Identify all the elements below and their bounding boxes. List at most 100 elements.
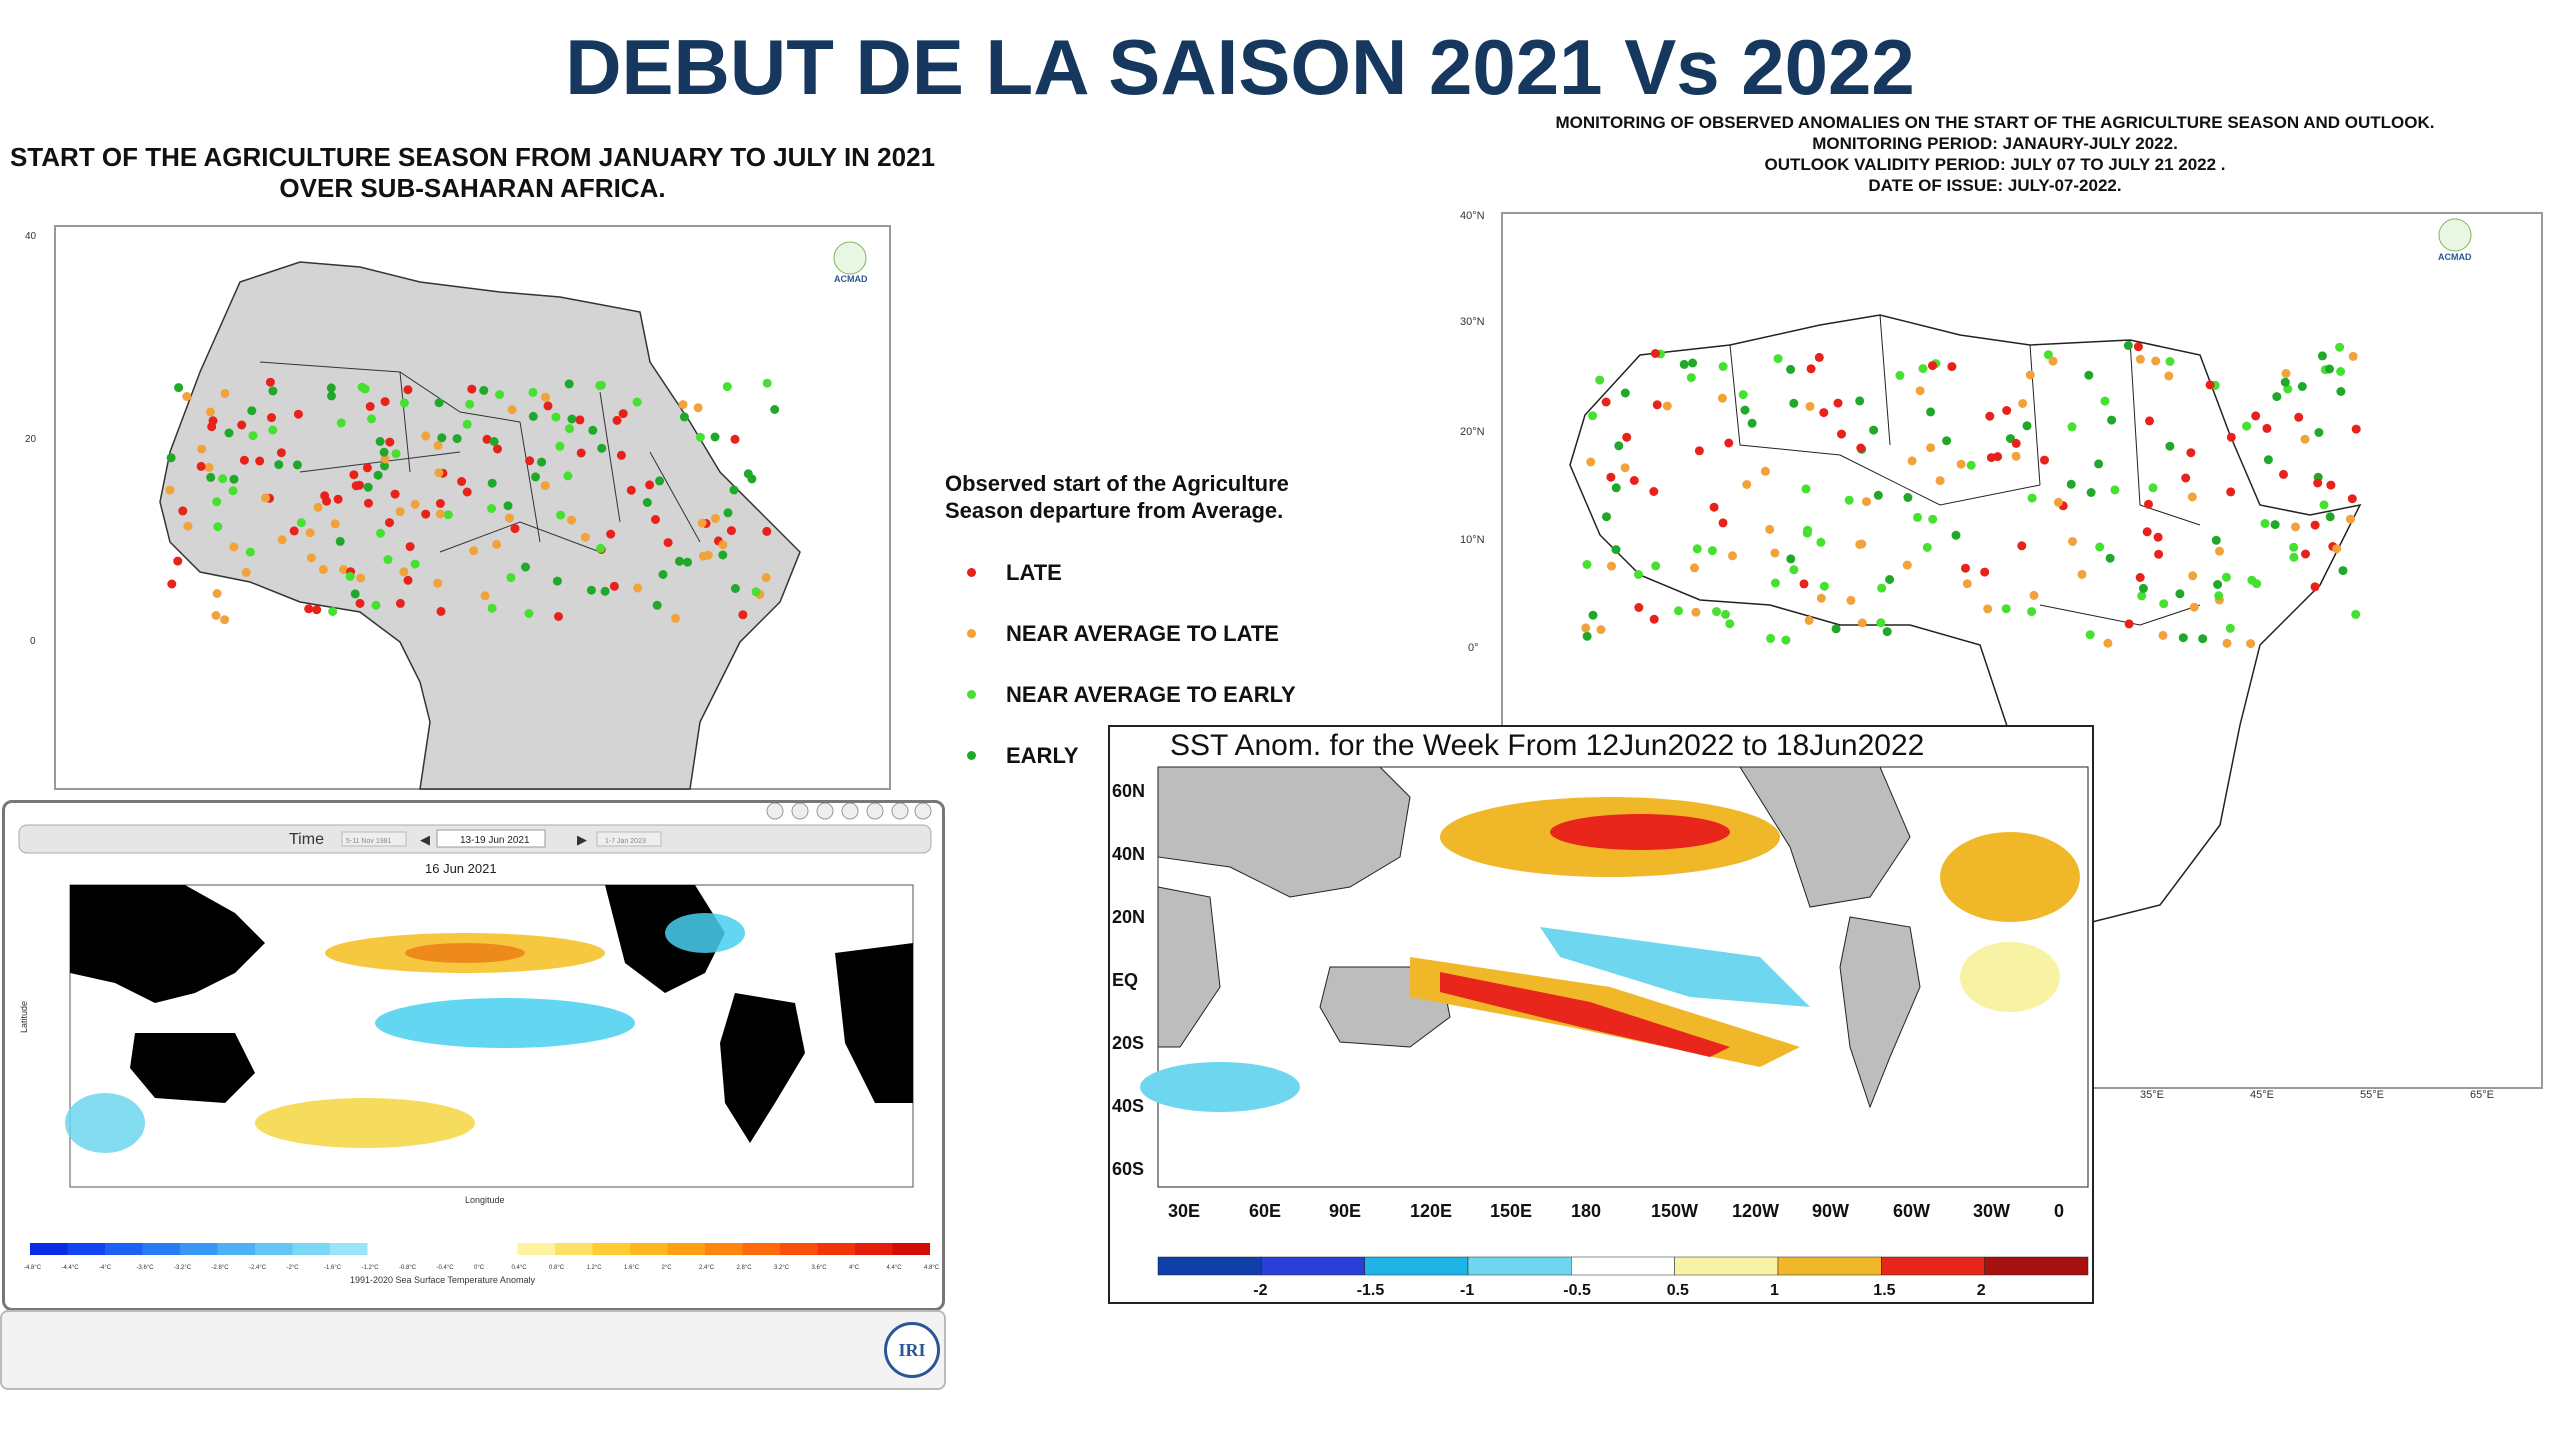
- station-point: [588, 425, 598, 435]
- info-icon[interactable]: [791, 802, 809, 820]
- station-point: [220, 388, 230, 398]
- station-point: [2348, 351, 2358, 361]
- step-back-icon[interactable]: ◀: [420, 832, 430, 847]
- legend-item-late: LATE: [945, 542, 1345, 603]
- station-point: [616, 450, 626, 460]
- hot-anomaly-south-pacific: [1440, 972, 1730, 1057]
- next-date-field[interactable]: [596, 831, 662, 847]
- station-point: [410, 499, 420, 509]
- station-point: [1902, 560, 1912, 570]
- station-point: [183, 521, 193, 531]
- station-point: [379, 447, 389, 457]
- station-point: [2263, 455, 2273, 465]
- station-point: [1773, 354, 1783, 364]
- legend-title-line1: Observed start of the Agriculture: [945, 471, 1289, 496]
- station-point: [1789, 398, 1799, 408]
- station-point: [434, 398, 444, 408]
- station-point: [212, 589, 222, 598]
- settings-icon[interactable]: [816, 802, 834, 820]
- viewer-toolbar[interactable]: [766, 802, 932, 820]
- acmad-logo-text: ACMAD: [834, 274, 868, 284]
- colorbar-label: -2°C: [287, 1265, 300, 1271]
- station-point: [2242, 421, 2252, 431]
- station-point: [693, 403, 703, 413]
- station-point: [380, 461, 389, 471]
- station-point: [2301, 549, 2310, 559]
- station-point: [1742, 480, 1752, 489]
- station-point: [241, 567, 251, 577]
- sst-lon-label: 150E: [1490, 1201, 1532, 1221]
- station-point: [770, 405, 780, 414]
- sst-lon-label: 60E: [1249, 1201, 1281, 1221]
- station-point: [528, 387, 538, 397]
- station-point: [2270, 520, 2280, 530]
- north-america-landmass: [605, 885, 725, 993]
- station-point: [2165, 441, 2175, 451]
- station-point: [2205, 380, 2215, 390]
- station-point: [1679, 359, 1689, 369]
- station-point: [525, 456, 535, 466]
- colorbar-label: 0.8°C: [549, 1265, 565, 1271]
- colorbar-label: 4.4°C: [887, 1265, 903, 1271]
- sst-lat-label: 60S: [1112, 1159, 1144, 1179]
- prev-date-field[interactable]: [341, 831, 407, 847]
- station-point: [312, 605, 322, 615]
- next-date: 1-7 Jan 2023: [605, 838, 646, 845]
- station-point: [305, 528, 315, 538]
- lat-tick: 40: [25, 231, 37, 242]
- step-forward-icon[interactable]: ▶: [577, 832, 587, 847]
- station-point: [380, 454, 390, 464]
- station-point: [2124, 619, 2134, 629]
- station-point: [671, 613, 680, 623]
- station-point: [675, 556, 684, 566]
- share-icon[interactable]: [891, 802, 909, 820]
- station-point: [2335, 342, 2345, 352]
- download-icon[interactable]: [866, 802, 884, 820]
- sst-lon-label: 150W: [1651, 1201, 1698, 1221]
- station-point: [722, 382, 732, 392]
- station-point: [405, 542, 415, 552]
- station-point: [1770, 578, 1780, 588]
- station-point: [2336, 387, 2346, 396]
- station-point: [718, 550, 728, 560]
- station-point: [2281, 369, 2291, 378]
- station-point: [1947, 362, 1957, 372]
- station-point: [1806, 364, 1816, 374]
- station-points: [165, 377, 780, 625]
- station-point: [2226, 487, 2236, 497]
- station-point: [1728, 551, 1737, 561]
- layers-icon[interactable]: [841, 802, 859, 820]
- station-point: [371, 600, 381, 610]
- station-point: [565, 424, 574, 434]
- station-point: [2100, 396, 2110, 406]
- station-point: [2279, 469, 2288, 479]
- legend-dot-near-average-early: [967, 690, 976, 699]
- station-point: [1786, 364, 1796, 374]
- colorbar-swatch: [442, 1243, 480, 1255]
- iri-logo[interactable]: IRI: [884, 1322, 940, 1378]
- station-point: [328, 607, 338, 616]
- station-point: [695, 432, 705, 442]
- station-point: [2289, 542, 2299, 552]
- zoom-icon[interactable]: [914, 802, 932, 820]
- station-point: [1622, 432, 1632, 442]
- country-borders: [1729, 314, 2201, 626]
- station-point: [2067, 422, 2077, 432]
- page-title: DEBUT DE LA SAISON 2021 Vs 2022: [565, 23, 1915, 111]
- colorbar-swatch: [217, 1243, 255, 1255]
- search-icon[interactable]: [766, 802, 784, 820]
- station-point: [345, 571, 355, 581]
- station-point: [1928, 361, 1937, 371]
- station-point: [1721, 609, 1730, 619]
- current-date-field[interactable]: [436, 829, 546, 848]
- station-point: [479, 385, 489, 395]
- station-point: [1819, 408, 1829, 418]
- station-point: [2313, 478, 2323, 488]
- station-point: [399, 398, 409, 408]
- station-point: [360, 384, 370, 394]
- colorbar-label: -4°C: [99, 1265, 112, 1271]
- station-point: [167, 579, 177, 589]
- station-point: [1765, 524, 1775, 534]
- station-point: [651, 515, 660, 524]
- station-point: [229, 542, 239, 552]
